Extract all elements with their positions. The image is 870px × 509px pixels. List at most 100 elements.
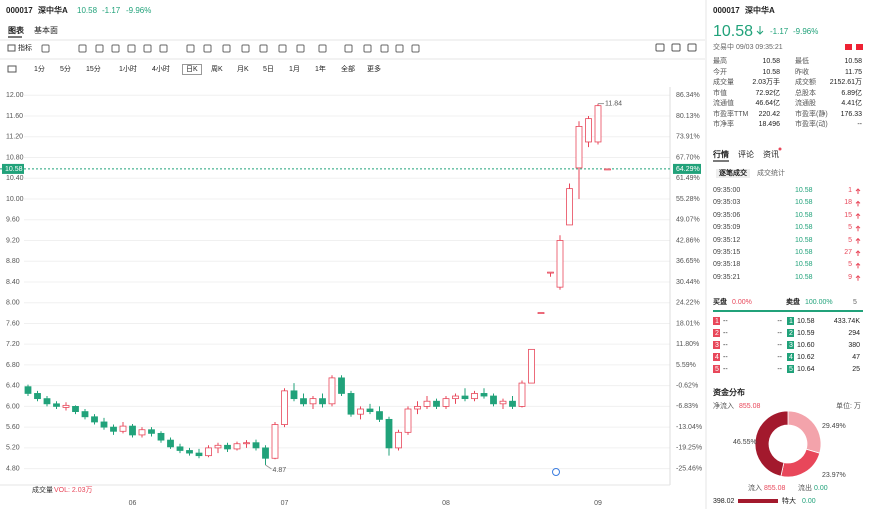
tab[interactable]: 基本面	[34, 26, 58, 35]
tool-icon[interactable]	[671, 43, 681, 52]
candle-body	[281, 390, 288, 425]
x-tick-label: 08	[442, 500, 450, 507]
x-tick-label: 06	[129, 500, 137, 507]
toolbar-icon[interactable]	[78, 44, 87, 53]
y-tick-label: 6.80	[6, 362, 20, 369]
stat-value: 72.92亿	[755, 89, 780, 97]
candle-body	[461, 395, 469, 400]
toolbar-icon[interactable]	[363, 44, 372, 53]
book-pct: 100.00%	[805, 299, 833, 306]
stat-label: 最低	[795, 58, 809, 65]
period-button[interactable]: 更多	[367, 66, 381, 73]
y2-tick-label: 11.80%	[676, 341, 699, 348]
trade-volume: 18	[844, 199, 852, 207]
candle-body	[471, 393, 478, 400]
toolbar-icon[interactable]	[186, 44, 195, 53]
trade-price: 10.58	[795, 273, 813, 281]
toolbar-icon[interactable]	[259, 44, 268, 53]
toolbar-icon[interactable]	[380, 44, 389, 53]
stat-label: 流通股	[795, 100, 816, 107]
toolbar-icon[interactable]	[395, 44, 404, 53]
up-arrow	[855, 237, 861, 244]
trade-price: 10.58	[795, 249, 813, 256]
panel-tab[interactable]: 行情	[713, 150, 729, 159]
stat-value: 46.64亿	[755, 100, 780, 107]
period-button[interactable]: 1小时	[119, 66, 137, 73]
toolbar-icon[interactable]	[111, 44, 120, 53]
stat-value: 10.58	[762, 68, 780, 76]
trade-price: 10.58	[795, 187, 813, 194]
toolbar-icon[interactable]	[95, 44, 104, 53]
inflow-value: 855.08	[764, 485, 786, 492]
candle-body	[442, 398, 450, 407]
period-button[interactable]: 月K	[237, 66, 249, 73]
stat-value: 6.89亿	[841, 89, 862, 97]
toolbar-icon[interactable]	[278, 44, 287, 53]
stat-value: 10.58	[762, 58, 780, 65]
y2-tick-label: 80.13%	[676, 113, 700, 120]
toolbar-icon[interactable]	[318, 44, 327, 53]
candle-body	[328, 377, 336, 405]
toolbar-icon[interactable]	[41, 44, 50, 53]
period-button[interactable]: 日K	[182, 64, 202, 75]
trade-time: 09:35:12	[713, 236, 741, 244]
period-button[interactable]: 周K	[211, 66, 223, 73]
tool-icon[interactable]	[655, 43, 665, 52]
toolbar-icon[interactable]	[411, 44, 420, 53]
toolbar-icon[interactable]	[344, 44, 353, 53]
toolbar-icon[interactable]	[143, 44, 152, 53]
settings-icon[interactable]	[7, 65, 17, 73]
stock-code: 000017	[713, 6, 740, 15]
max-label: 11.84	[605, 100, 622, 107]
stat-value: 11.75	[845, 68, 862, 76]
ask-volume: 47	[852, 354, 860, 361]
toolbar-icon[interactable]	[296, 44, 305, 53]
panel-tab[interactable]: 资讯	[763, 150, 779, 159]
y-tick-label: 11.20	[6, 134, 23, 141]
ask-price: 10.59	[797, 330, 815, 337]
x-tick-label: 07	[281, 500, 289, 507]
event-marker[interactable]	[552, 468, 560, 476]
up-arrow	[855, 250, 861, 256]
candle-body	[224, 444, 231, 450]
toolbar-icon[interactable]	[203, 44, 212, 53]
candle-body	[556, 240, 564, 288]
tool-icon[interactable]	[687, 43, 697, 52]
toolbar-icon[interactable]	[159, 44, 168, 53]
trade-price: 10.58	[795, 261, 813, 269]
candle-body	[300, 398, 307, 405]
toolbar-icon[interactable]	[222, 44, 231, 53]
period-button[interactable]: 4小时	[152, 66, 170, 73]
net-label: 净流入	[713, 403, 734, 410]
trade-price: 10.58	[795, 236, 813, 244]
period-button[interactable]: 1月	[289, 66, 300, 73]
period-button[interactable]: 1分	[34, 66, 45, 73]
period-button[interactable]: 15分	[86, 66, 101, 73]
y-tick-label: 12.00	[6, 92, 24, 99]
indicator-button[interactable]: 指标	[18, 45, 32, 52]
level-box	[787, 317, 794, 325]
toolbar-icon[interactable]	[241, 44, 250, 53]
bid-volume: --	[777, 318, 782, 325]
y-tick-label: 5.20	[6, 445, 20, 452]
panel-tab[interactable]: 评论	[738, 150, 754, 159]
candle-body	[233, 443, 241, 450]
candle-body	[186, 450, 193, 454]
sub-tab[interactable]: 逐笔成交	[716, 169, 750, 178]
bottom-category: 特大	[782, 498, 796, 505]
stat-label: 市盈率(静)	[795, 110, 828, 118]
tab[interactable]: 图表	[8, 26, 24, 35]
period-button[interactable]: 5日	[263, 66, 274, 73]
trade-price: 10.58	[795, 224, 813, 232]
toolbar-icon[interactable]	[127, 44, 136, 53]
period-button[interactable]: 1年	[315, 66, 326, 73]
period-button[interactable]: 5分	[60, 66, 71, 73]
period-button[interactable]: 全部	[341, 66, 355, 73]
y-tick-label: 8.80	[6, 258, 20, 265]
stat-label: 总股本	[795, 89, 816, 97]
sub-tab[interactable]: 成交统计	[757, 170, 785, 177]
candle-body	[157, 432, 165, 441]
status: 交易中 09/03 09:35:21	[713, 44, 783, 51]
candle-body	[395, 431, 402, 449]
